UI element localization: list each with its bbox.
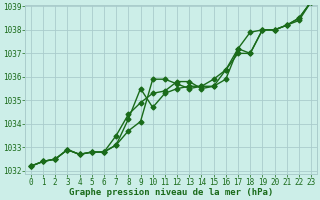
X-axis label: Graphe pression niveau de la mer (hPa): Graphe pression niveau de la mer (hPa) bbox=[69, 188, 273, 197]
